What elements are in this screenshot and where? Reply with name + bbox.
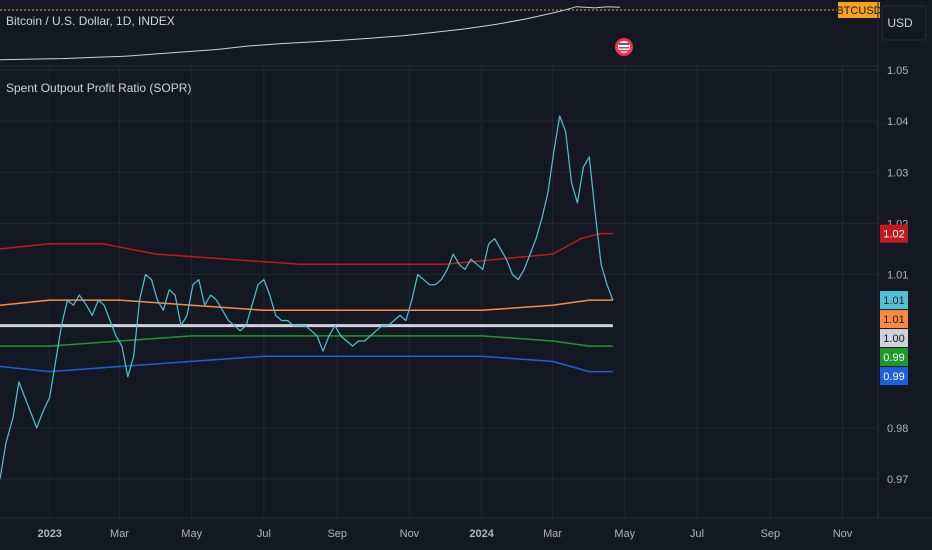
value-label-text-green: 0.99: [883, 352, 904, 364]
x-tick-label: Sep: [761, 528, 781, 540]
x-tick-label: Mar: [110, 528, 129, 540]
price-series-line: [0, 6, 621, 61]
x-tick-label: 2024: [469, 528, 494, 540]
series-line-orange: [0, 299, 613, 312]
value-label-blue: [880, 367, 908, 386]
x-axis: 2023 Mar May Jul Sep Nov 2024 Mar May Jul Sep Nov: [0, 517, 932, 540]
value-labels: 1.02 1.01 1.01 1.00 0.99 0.99: [880, 224, 908, 386]
x-tick-label: Nov: [833, 528, 853, 540]
value-label-text-sopr: 1.01: [883, 295, 904, 307]
series-line-green: [0, 335, 613, 347]
indicator-title: Spent Outpout Profit Ratio (SOPR): [6, 81, 191, 95]
value-label-text-orange: 1.01: [883, 314, 904, 326]
value-label-orange: [880, 310, 908, 329]
symbol-badge[interactable]: [838, 2, 880, 18]
value-label-sopr: [880, 291, 908, 310]
y-tick-label: 0.98: [887, 423, 908, 435]
grid: [0, 66, 878, 518]
x-tick-label: May: [181, 528, 202, 540]
x-tick-label: Jul: [257, 528, 271, 540]
x-tick-label: Jul: [690, 528, 704, 540]
currency-button-label: USD: [887, 16, 913, 30]
y-tick-label: 1.03: [887, 167, 908, 179]
x-tick-label: Mar: [543, 528, 562, 540]
us-flag-icon[interactable]: [615, 38, 633, 56]
value-label-text-upper: 1.02: [883, 229, 904, 241]
value-label-text-blue: 0.99: [883, 371, 904, 383]
y-axis: 1.051.041.031.021.010.980.97: [887, 65, 908, 486]
value-label-baseline: [880, 329, 908, 348]
value-label-green: [880, 348, 908, 367]
x-tick-label: May: [614, 528, 635, 540]
value-label-text-baseline: 1.00: [883, 333, 904, 345]
value-label-upper: [880, 224, 908, 243]
series-line-blue: [0, 355, 613, 373]
price-pane[interactable]: Bitcoin / U.S. Dollar, 1D, INDEX BTCUSD: [0, 2, 882, 61]
y-tick-label: 1.05: [887, 65, 908, 77]
x-tick-label: Sep: [327, 528, 347, 540]
y-tick-label: 0.97: [887, 474, 908, 486]
x-tick-label: 2023: [37, 528, 61, 540]
symbol-badge-label: BTCUSD: [836, 5, 881, 17]
currency-button[interactable]: [881, 5, 927, 41]
series-line-sopr: [0, 115, 614, 480]
series-line-upper: [0, 232, 613, 266]
sopr-series-group: [0, 115, 614, 480]
y-tick-label: 1.04: [887, 116, 908, 128]
y-tick-label: 1.01: [887, 270, 908, 282]
x-tick-label: Nov: [400, 528, 420, 540]
price-pane-title: Bitcoin / U.S. Dollar, 1D, INDEX: [6, 14, 175, 28]
